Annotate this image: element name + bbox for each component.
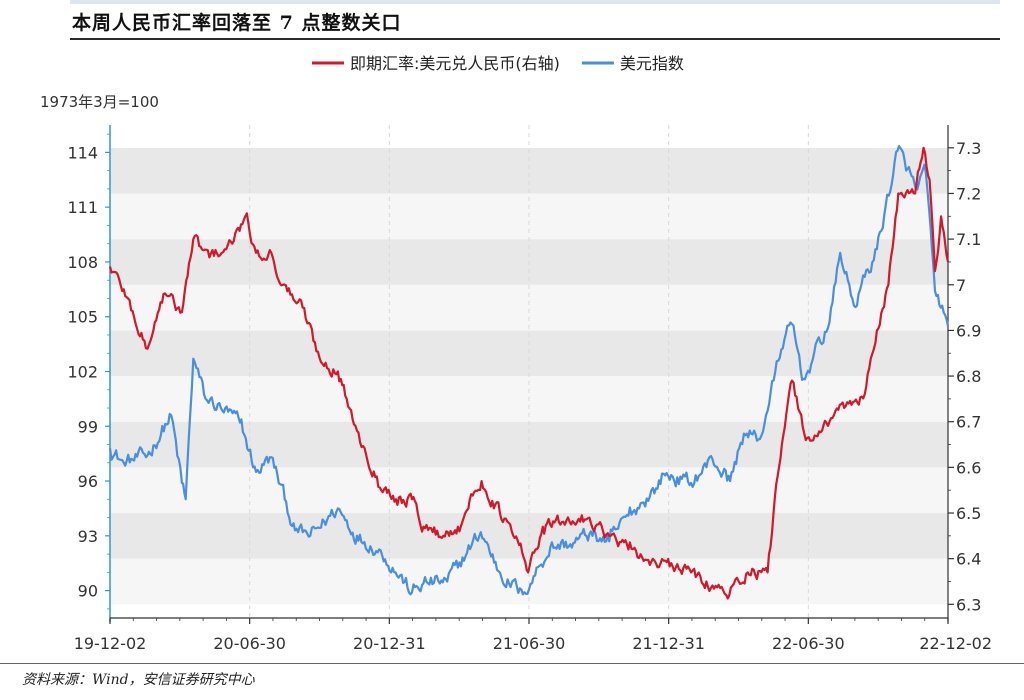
- x-axis-ticks: 19-12-02 20-06-30 20-12-31 21-06-30 21-12-31…: [74, 618, 992, 653]
- left-tick-label: 102: [67, 363, 98, 382]
- footer-divider: [0, 663, 1024, 664]
- left-tick-label: 93: [78, 527, 98, 546]
- left-tick-label: 108: [67, 253, 98, 272]
- left-tick-label: 99: [78, 417, 98, 436]
- left-tick-label: 111: [67, 198, 98, 217]
- x-tick-label: 20-06-30: [213, 634, 286, 653]
- left-tick-label: 105: [67, 308, 98, 327]
- left-tick-label: 96: [78, 472, 98, 491]
- x-tick-label: 22-06-30: [772, 634, 845, 653]
- right-tick-label: 7.2: [956, 184, 981, 203]
- x-tick-label: 21-06-30: [493, 634, 566, 653]
- x-tick-label: 20-12-31: [353, 634, 426, 653]
- x-tick-label: 21-12-31: [632, 634, 705, 653]
- series-line: [108, 146, 950, 600]
- legend-label: 即期汇率:美元兑人民币(右轴): [350, 54, 560, 73]
- left-axis-unit-label: 1973年3月=100: [40, 93, 159, 111]
- right-tick-label: 6.3: [956, 595, 981, 614]
- right-tick-label: 6.8: [956, 367, 981, 386]
- x-tick-label: 19-12-02: [74, 634, 147, 653]
- right-tick-label: 6.4: [956, 550, 981, 569]
- legend-label: 美元指数: [620, 54, 684, 73]
- series-line: [108, 145, 950, 596]
- left-axis-ticks: 90 93 96 99 102 105 108 111 114: [67, 133, 110, 610]
- right-tick-label: 6.6: [956, 458, 981, 477]
- band: [110, 467, 948, 514]
- band: [110, 284, 948, 331]
- right-axis-ticks: 6.3 6.4 6.5 6.6 6.7 6.8 6.9 7 7.1 7.2 7.3: [948, 139, 981, 614]
- legend: 即期汇率:美元兑人民币(右轴) 美元指数: [312, 54, 684, 73]
- background-bands: [110, 125, 948, 605]
- left-tick-label: 90: [78, 582, 98, 601]
- right-tick-label: 7: [956, 276, 966, 295]
- right-tick-label: 6.7: [956, 413, 981, 432]
- report-title: 本周人民币汇率回落至 7 点整数关口: [72, 12, 402, 34]
- right-tick-label: 6.5: [956, 504, 981, 523]
- top-accent-bar: [70, 0, 1000, 4]
- x-tick-label: 22-12-02: [919, 634, 992, 653]
- band: [110, 330, 948, 377]
- left-tick-label: 114: [67, 143, 98, 162]
- right-tick-label: 7.3: [956, 139, 981, 158]
- right-tick-label: 7.1: [956, 230, 981, 249]
- series-lines: [108, 145, 950, 600]
- band: [110, 147, 948, 194]
- source-note: 资料来源：Wind，安信证券研究中心: [22, 672, 255, 688]
- title-underline: [70, 38, 1000, 40]
- right-tick-label: 6.9: [956, 321, 981, 340]
